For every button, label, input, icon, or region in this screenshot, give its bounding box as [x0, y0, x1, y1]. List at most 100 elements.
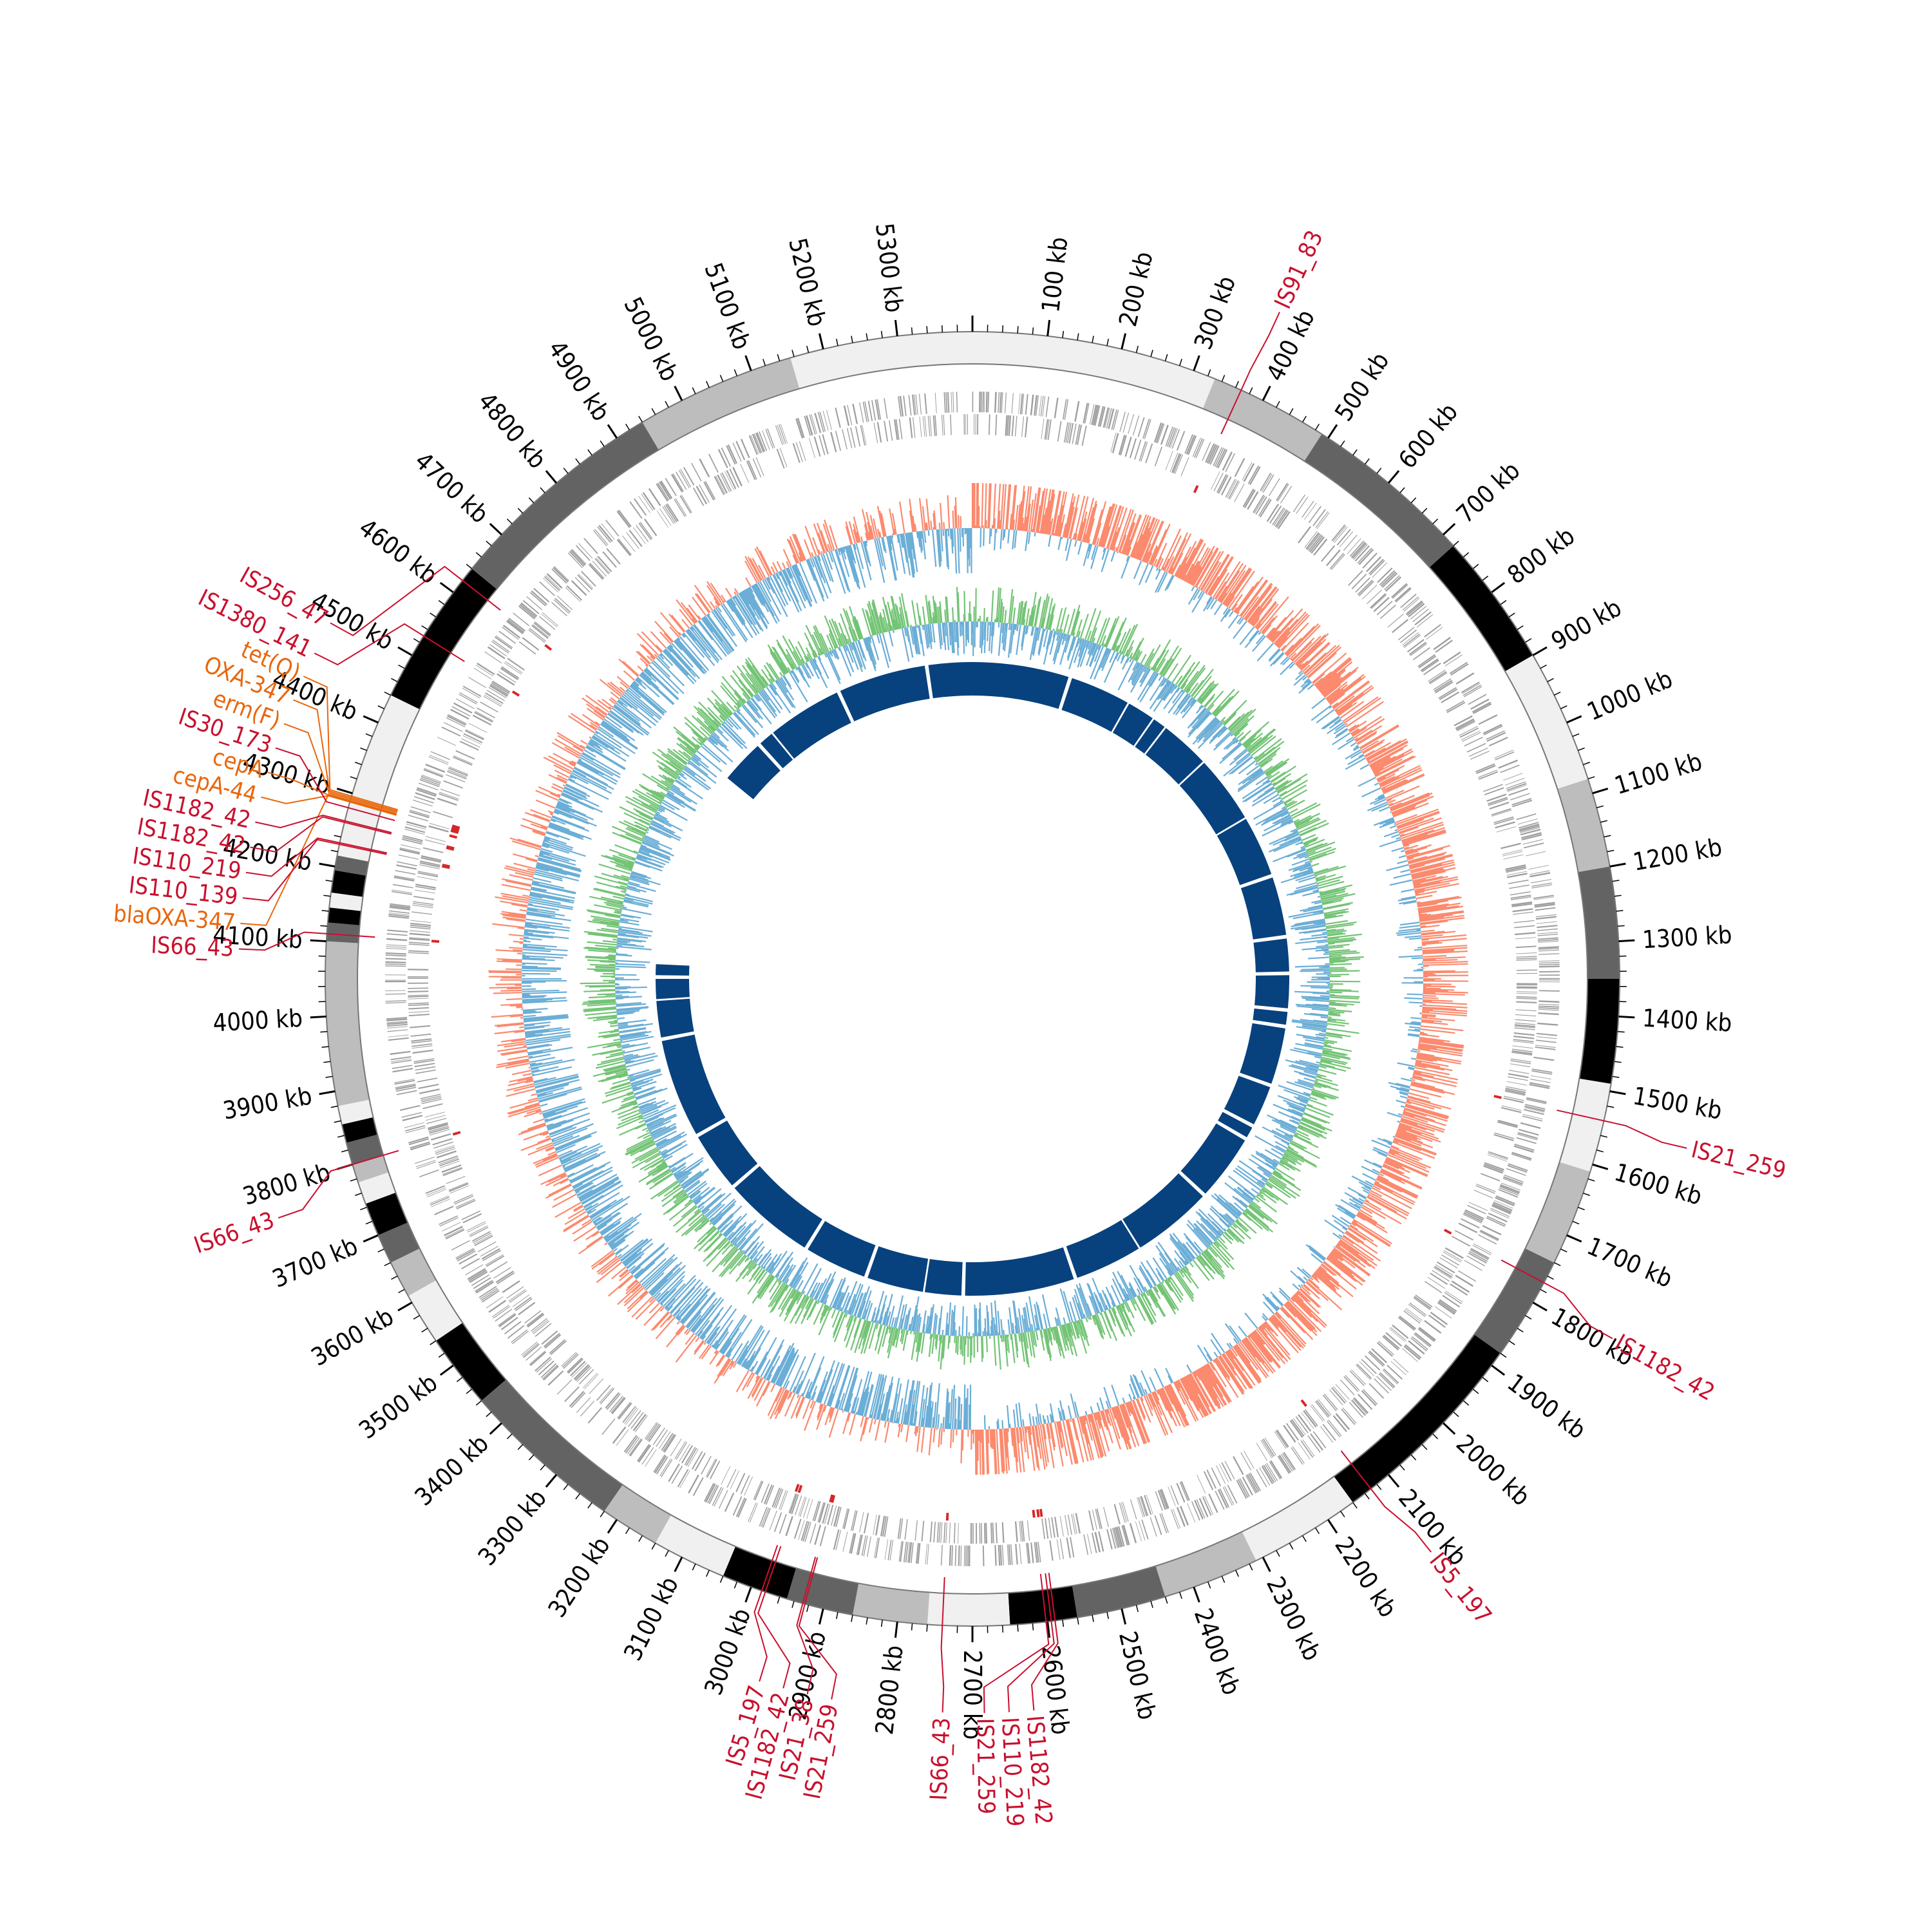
gc-skew-bar: [1305, 1244, 1326, 1260]
gene-feature: [415, 792, 435, 800]
gc-skew-bar: [542, 842, 550, 847]
gene-feature: [1261, 1465, 1273, 1484]
gc-skew-bar: [1334, 728, 1349, 739]
gc-skew-bar: [582, 1218, 592, 1226]
gc-skew-bar: [524, 1021, 551, 1026]
gene-feature: [1368, 1352, 1384, 1367]
gc-skew-bar: [641, 1254, 676, 1286]
gc-skew-bar: [753, 583, 766, 604]
gene-feature: [507, 1325, 525, 1339]
gc-skew-bar: [1396, 1088, 1409, 1093]
gc-skew-bar: [1035, 1416, 1038, 1425]
gc-skew-bar: [706, 614, 735, 651]
gene-feature: [422, 847, 444, 853]
gene-feature: [681, 495, 692, 513]
gc-skew-bar: [1368, 1193, 1409, 1217]
gene-feature: [500, 667, 518, 681]
gc-skew-bar: [823, 1361, 840, 1405]
gc-skew-bar: [1062, 1409, 1066, 1421]
gc-skew-bar: [1247, 586, 1277, 623]
gc-skew-bar: [526, 912, 552, 918]
gc-skew-bar: [1160, 528, 1181, 571]
gene-feature: [494, 636, 513, 650]
gc-skew-bar: [1070, 1393, 1077, 1418]
gc-skew-bar: [658, 654, 665, 660]
gene-feature: [388, 1034, 409, 1037]
gc-skew-bar: [945, 529, 950, 569]
gene-feature: [1011, 415, 1014, 437]
gc-skew-bar: [746, 588, 765, 618]
gc-skew-bar: [744, 560, 758, 583]
gene-feature: [484, 694, 502, 706]
gene-feature: [412, 903, 433, 907]
gene-feature: [1304, 502, 1317, 520]
gc-skew-bar: [828, 551, 834, 563]
gc-content-bar: [999, 598, 1003, 623]
gene-feature: [1001, 392, 1003, 413]
minor-tick: [325, 880, 333, 882]
gene-feature: [1015, 1544, 1018, 1565]
gene-feature: [1195, 439, 1205, 459]
gc-skew-bar: [1419, 1037, 1444, 1043]
gc-content-bar: [1131, 663, 1142, 683]
gc-skew-bar: [838, 1392, 845, 1410]
gene-feature: [408, 952, 429, 954]
gc-skew-bar: [524, 1024, 550, 1029]
gc-skew-bar: [1414, 880, 1441, 888]
gene-feature: [1342, 1407, 1357, 1424]
gc-skew-bar: [706, 1327, 719, 1344]
gc-skew-bar: [954, 506, 957, 529]
gc-skew-bar: [622, 661, 639, 677]
gene-feature: [492, 680, 511, 693]
gene-feature: [1283, 1425, 1296, 1443]
gc-skew-bar: [1135, 527, 1150, 560]
gc-skew-bar: [636, 1280, 639, 1283]
gc-skew-bar: [1012, 519, 1016, 530]
gc-content-bar: [1175, 695, 1191, 715]
gc-skew-bar: [1317, 1268, 1340, 1287]
gene-feature: [1165, 426, 1173, 447]
gc-skew-bar: [1410, 1082, 1444, 1092]
gc-skew-bar: [1386, 785, 1420, 801]
gc-skew-bar: [522, 962, 547, 965]
gene-feature: [1145, 443, 1153, 464]
gene-feature: [1511, 798, 1532, 806]
gc-skew-bar: [535, 866, 567, 876]
gene-feature: [780, 1490, 788, 1511]
gc-skew-bar: [560, 793, 594, 810]
gc-skew-bar: [1365, 1198, 1370, 1202]
gc-skew-bar: [507, 1079, 534, 1086]
gc-skew-bar: [714, 1328, 729, 1349]
gene-feature: [419, 1169, 439, 1178]
gc-skew-bar: [574, 1182, 594, 1193]
gene-feature: [430, 1129, 450, 1136]
gene-feature: [1361, 584, 1378, 600]
gc-skew-bar: [593, 1222, 597, 1225]
gene-feature: [386, 1023, 408, 1027]
gc-skew-bar: [1412, 1075, 1457, 1088]
gc-skew-bar: [641, 644, 656, 659]
gc-skew-bar: [1361, 739, 1385, 753]
gc-skew-bar: [612, 705, 650, 734]
gc-skew-bar: [611, 1239, 626, 1251]
gc-skew-bar: [582, 752, 621, 775]
gc-skew-bar: [1237, 1342, 1259, 1370]
gc-skew-bar: [706, 585, 721, 606]
gene-feature: [897, 1518, 902, 1539]
gc-skew-bar: [721, 604, 747, 643]
gene-feature: [390, 1050, 411, 1056]
gene-feature: [485, 1254, 504, 1266]
gene-feature: [1529, 870, 1550, 875]
gene-feature: [776, 448, 785, 469]
gc-skew-bar: [1214, 581, 1227, 600]
gc-skew-bar: [542, 1153, 558, 1162]
gene-feature: [1204, 1495, 1214, 1515]
gc-content-bar: [1090, 627, 1097, 643]
gc-skew-bar: [1068, 494, 1080, 539]
gc-skew-bar: [1405, 850, 1419, 856]
major-tick: [1442, 1422, 1456, 1435]
gene-feature: [1483, 784, 1503, 792]
gc-skew-bar: [744, 589, 768, 628]
gc-skew-bar: [939, 502, 943, 529]
gc-skew-bar: [1304, 645, 1337, 675]
